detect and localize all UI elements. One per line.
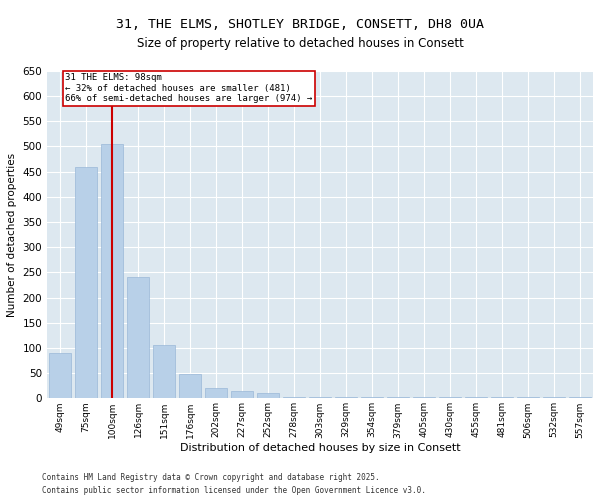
Bar <box>257 394 279 398</box>
Bar <box>49 353 71 399</box>
Text: Size of property relative to detached houses in Consett: Size of property relative to detached ho… <box>137 38 463 51</box>
Bar <box>309 397 331 398</box>
Bar <box>153 346 175 399</box>
Bar <box>283 397 305 398</box>
Bar <box>231 391 253 398</box>
Bar <box>491 397 513 398</box>
Bar <box>205 388 227 398</box>
Bar <box>413 397 435 398</box>
Text: Contains public sector information licensed under the Open Government Licence v3: Contains public sector information licen… <box>42 486 426 495</box>
Bar <box>543 397 565 398</box>
Bar <box>75 166 97 398</box>
X-axis label: Distribution of detached houses by size in Consett: Distribution of detached houses by size … <box>180 443 460 453</box>
Y-axis label: Number of detached properties: Number of detached properties <box>7 152 17 316</box>
Bar <box>179 374 201 398</box>
Text: 31, THE ELMS, SHOTLEY BRIDGE, CONSETT, DH8 0UA: 31, THE ELMS, SHOTLEY BRIDGE, CONSETT, D… <box>116 18 484 30</box>
Bar <box>101 144 123 399</box>
Text: Contains HM Land Registry data © Crown copyright and database right 2025.: Contains HM Land Registry data © Crown c… <box>42 474 380 482</box>
Bar <box>127 278 149 398</box>
Text: 31 THE ELMS: 98sqm
← 32% of detached houses are smaller (481)
66% of semi-detach: 31 THE ELMS: 98sqm ← 32% of detached hou… <box>65 74 313 104</box>
